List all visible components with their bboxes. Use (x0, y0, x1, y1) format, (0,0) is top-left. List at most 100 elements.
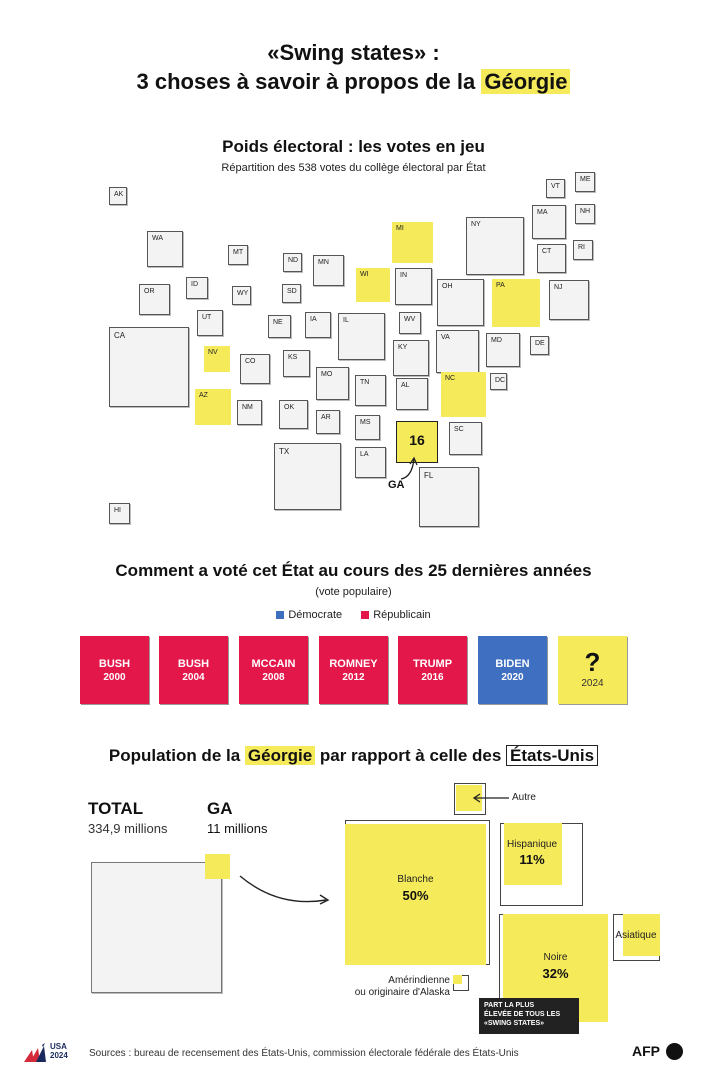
state-label: NJ (554, 284, 563, 291)
election-winner: BUSH (98, 658, 131, 670)
title-highlight: Géorgie (481, 69, 571, 94)
title-prefix: 3 choses à savoir à propos de la (136, 69, 482, 94)
state-tile-id: ID (186, 277, 208, 299)
state-tile-vt: VT (546, 179, 565, 198)
autre-outline (454, 783, 486, 815)
blanche-block (345, 824, 486, 965)
state-tile-sd: SD (282, 284, 301, 303)
total-label: TOTAL (88, 799, 144, 818)
election-box-2008: MCCAIN 2008 (239, 636, 308, 704)
state-tile-al: AL (396, 378, 428, 410)
blanche-pct: 50% (402, 888, 429, 903)
state-label: MN (318, 259, 329, 266)
state-label: DC (495, 377, 506, 384)
state-label: MA (537, 209, 548, 216)
ga-map-label: GA (388, 479, 405, 491)
state-tile-mi: MI (392, 222, 433, 263)
usa-logo-line2: 2024 (50, 1051, 68, 1060)
state-tile-nc: NC (441, 372, 486, 417)
usa-2024-logo-icon (24, 1043, 46, 1062)
badge-line: «SWING STATES» (484, 1020, 545, 1027)
state-label: IN (400, 272, 407, 279)
pop-title-prefix: Population de la (108, 746, 245, 765)
election-year: 2004 (182, 672, 205, 683)
legend-item-republican: Républicain (361, 609, 431, 621)
sources-note: Sources : bureau de recensement des État… (89, 1048, 519, 1059)
state-label: MS (360, 419, 371, 426)
election-unknown-mark: ? (584, 647, 601, 677)
state-label: CT (542, 248, 552, 255)
state-label: ND (288, 257, 299, 264)
ga-votes-value: 16 (409, 432, 425, 448)
state-tile-la: LA (355, 447, 386, 478)
party-legend: Démocrate Républicain (0, 609, 707, 621)
state-tile-ny: NY (466, 217, 524, 275)
state-label: SC (454, 426, 464, 433)
election-year: 2008 (262, 672, 285, 683)
state-label: VA (441, 334, 450, 341)
state-label: WA (152, 235, 164, 242)
state-tile-sc: SC (449, 422, 482, 455)
page-title: «Swing states» : 3 choses à savoir à pro… (0, 38, 707, 96)
asiatique-label: Asiatique (615, 930, 657, 941)
state-tile-az: AZ (195, 389, 231, 425)
state-label: TX (279, 447, 290, 456)
state-label: AL (401, 382, 410, 389)
state-tile-pa: PA (492, 279, 540, 327)
state-tile-ok: OK (279, 400, 308, 429)
state-tile-hi: HI (109, 503, 130, 524)
state-tile-va: VA (436, 330, 479, 373)
state-label: OK (284, 404, 295, 411)
state-label: NY (471, 221, 481, 228)
legend-item-democrat: Démocrate (276, 609, 342, 621)
state-label: KY (398, 344, 408, 351)
state-tile-nv: NV (204, 346, 230, 372)
state-label: MI (396, 225, 404, 232)
ga-pop-label: GA (207, 799, 233, 818)
map-section-subtitle: Répartition des 538 votes du collège éle… (221, 162, 486, 174)
state-tile-ca: CA (109, 327, 189, 407)
state-tile-nd: ND (283, 253, 302, 272)
autre-pointer-arrow-icon (472, 793, 509, 803)
state-tile-fl: FL (419, 467, 479, 527)
state-tile-dc: DC (490, 373, 507, 390)
state-tile-nh: NH (575, 204, 595, 224)
asiatique-block (623, 914, 660, 956)
votes-section-subtitle: (vote populaire) (315, 586, 392, 598)
ga-population-square (205, 854, 230, 879)
state-label: IL (343, 317, 349, 324)
state-tile-ri: RI (573, 240, 593, 260)
election-year: 2000 (103, 672, 126, 683)
legend-swatch-republican (361, 611, 370, 620)
election-box-2024: ? 2024 (558, 636, 627, 704)
usa-logo-line1: USA (50, 1042, 67, 1051)
total-value: 334,9 millions (88, 821, 168, 836)
state-label: ME (580, 176, 591, 183)
state-label: MD (491, 337, 502, 344)
ga-expand-arrow-icon (239, 875, 330, 905)
state-tile-tx: TX (274, 443, 341, 510)
state-tile-wi: WI (356, 268, 390, 302)
hispanique-pct: 11% (519, 852, 545, 867)
badge-line: PART LA PLUS (484, 1002, 535, 1009)
state-label: NH (580, 208, 591, 215)
noire-pct: 32% (542, 966, 569, 981)
election-year: 2020 (501, 672, 524, 683)
election-box-2020: BIDEN 2020 (478, 636, 547, 704)
state-tile-ma: MA (532, 205, 566, 239)
state-tile-ak: AK (109, 187, 127, 205)
state-tile-ga: 16 (396, 421, 438, 463)
state-tile-ms: MS (355, 415, 380, 440)
state-tile-ct: CT (537, 244, 566, 273)
votes-section-title: Comment a voté cet État au cours des 25 … (115, 561, 592, 580)
state-tile-nm: NM (237, 400, 262, 425)
state-tile-co: CO (240, 354, 270, 384)
state-tile-ar: AR (316, 410, 340, 434)
state-label: ID (191, 281, 198, 288)
state-label: MT (233, 249, 244, 256)
state-label: WY (237, 290, 249, 297)
us-population-square (91, 862, 222, 993)
state-tile-ky: TN (355, 375, 386, 406)
state-label: TN (360, 379, 370, 386)
state-tile-il: IL (338, 313, 385, 360)
